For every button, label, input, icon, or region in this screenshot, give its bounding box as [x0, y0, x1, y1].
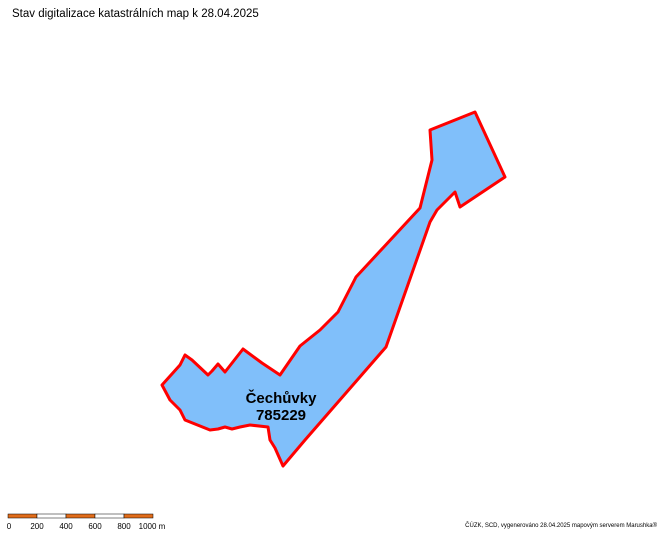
map-credit: ČÚZK, SCD, vygenerováno 28.04.2025 mapov…: [465, 523, 657, 529]
scale-label: 200: [30, 522, 44, 531]
parcel-code-label: 785229: [256, 407, 306, 424]
scale-label: 800: [117, 522, 131, 531]
cadastral-area-polygon[interactable]: [160, 110, 507, 468]
map-title: Stav digitalizace katastrálních map k 28…: [12, 8, 259, 20]
scale-label: 1000 m: [138, 522, 166, 531]
scale-label: 0: [6, 522, 12, 531]
scale-segment: [65, 513, 96, 519]
scale-label: 600: [88, 522, 102, 531]
scale-bar: [7, 513, 154, 519]
scale-segment: [94, 513, 125, 519]
scale-label: 400: [59, 522, 73, 531]
scale-segment: [123, 513, 154, 519]
scale-segment: [7, 513, 38, 519]
scale-segment: [36, 513, 67, 519]
parcel-name-label: Čechůvky: [246, 389, 318, 407]
